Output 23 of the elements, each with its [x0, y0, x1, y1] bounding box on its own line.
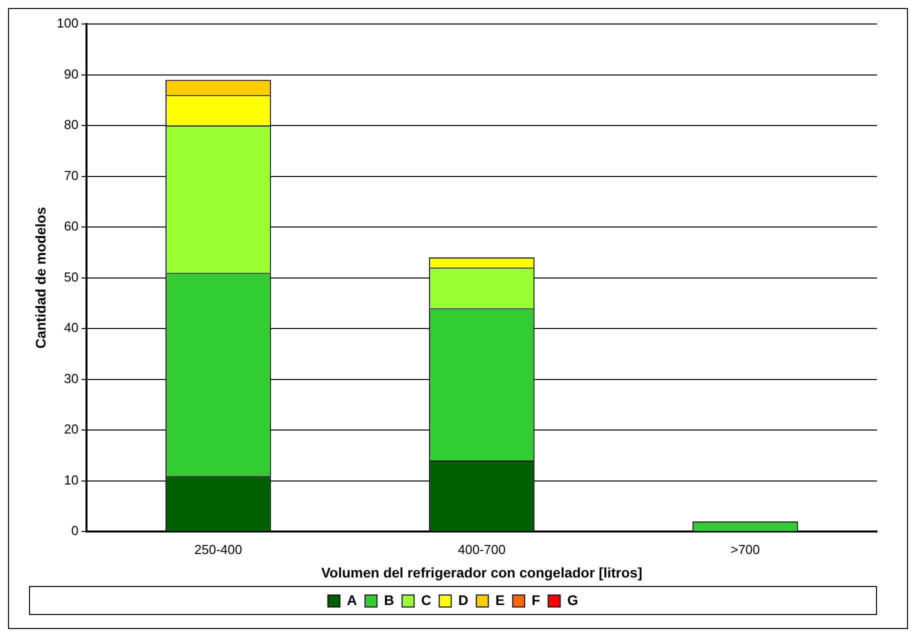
y-tick-label: 0 [71, 523, 78, 538]
legend-label: F [532, 592, 541, 608]
x-tick-label: >700 [730, 542, 760, 557]
y-tick-label: 20 [64, 422, 78, 437]
legend-label: G [567, 592, 578, 608]
y-tick-label: 40 [64, 320, 78, 336]
y-tick-label: 80 [64, 117, 78, 132]
legend-label: C [421, 592, 432, 608]
x-axis-title: Volumen del refrigerador con congelador [litros] [321, 564, 642, 580]
y-tick-label: 50 [64, 269, 78, 284]
legend-label: E [495, 592, 505, 608]
y-tick-label: 10 [64, 472, 78, 488]
legend-label: B [384, 592, 394, 608]
y-axis-title: Cantidad de modelos [32, 206, 48, 349]
x-tick-label: 400-700 [458, 542, 506, 557]
legend-label: D [458, 592, 468, 608]
y-tick-label: 90 [64, 66, 78, 82]
y-tick-label: 70 [64, 168, 78, 183]
y-tick-label: 100 [56, 16, 78, 31]
y-tick-label: 60 [64, 218, 78, 234]
x-tick-label: 250-400 [194, 542, 242, 557]
legend-label: A [346, 592, 358, 608]
y-tick-label: 30 [64, 370, 78, 386]
